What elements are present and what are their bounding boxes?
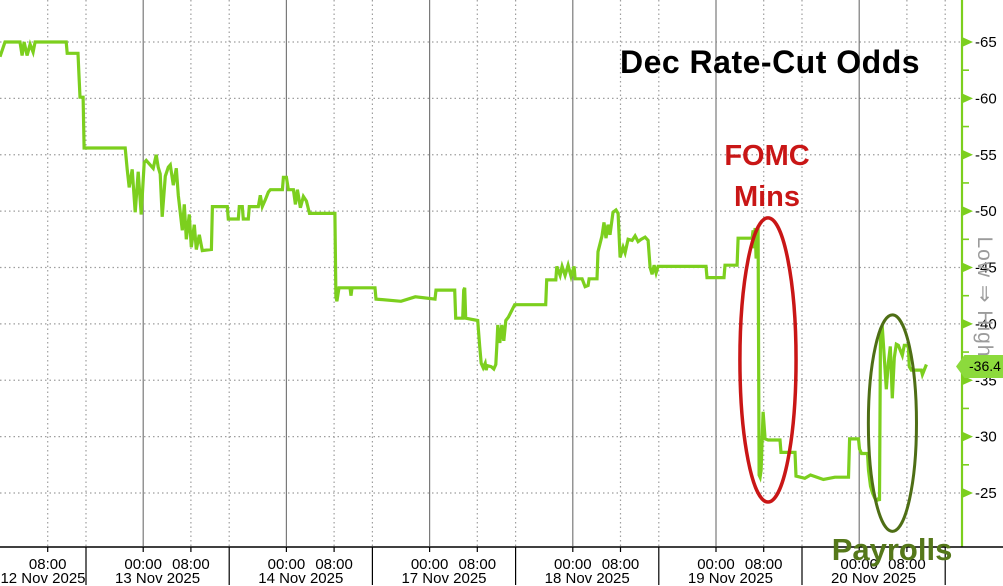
- y-axis-tick-label: -55: [975, 147, 997, 164]
- x-axis-time-label: 08:00: [172, 556, 210, 573]
- y-axis-tick-arrow: [962, 318, 973, 329]
- y-axis-tick-arrow: [962, 37, 973, 47]
- x-axis-time-label: 00:00: [697, 556, 735, 573]
- y-axis-tick-label: -65: [975, 34, 997, 51]
- payrolls-ellipse: [866, 313, 918, 533]
- y-axis-tick-label: -60: [975, 90, 997, 107]
- x-axis-date-label: 18 Nov 2025: [545, 570, 630, 586]
- x-axis-time-label: 00:00: [124, 556, 162, 573]
- x-axis-time-label: 00:00: [411, 556, 449, 573]
- x-axis-time-label: 08:00: [29, 556, 67, 573]
- last-value-badge: -36.4: [956, 355, 1003, 378]
- y-axis-tick-arrow: [962, 93, 973, 104]
- x-axis-time-label: 00:00: [554, 556, 592, 573]
- odds-line-series: [0, 39, 928, 504]
- x-axis-date-label: 20 Nov 2025: [831, 570, 916, 586]
- x-axis-date-label: 14 Nov 2025: [258, 570, 343, 586]
- y-axis-tick-arrow: [962, 149, 973, 160]
- fomc-annotation-line1: FOMC: [724, 140, 810, 172]
- y-axis-tick-label: -40: [975, 316, 997, 333]
- y-axis-tick-arrow: [962, 431, 973, 442]
- x-axis-time-label: 00:00: [268, 556, 306, 573]
- fomc-ellipse: [738, 216, 798, 504]
- y-axis-tick-arrow: [962, 206, 973, 217]
- y-axis-tick-label: -45: [975, 260, 997, 277]
- y-axis-tick-label: -25: [975, 485, 997, 502]
- fomc-annotation-line2: Mins: [733, 181, 801, 213]
- y-axis-tick-arrow: [962, 262, 973, 273]
- y-axis-tick-label: -30: [975, 429, 997, 446]
- chart-title: Dec Rate-Cut Odds: [619, 44, 921, 80]
- x-axis-date-label: 19 Nov 2025: [688, 570, 773, 586]
- payrolls-annotation: Payrolls: [831, 532, 953, 567]
- x-axis-time-label: 08:00: [459, 556, 497, 573]
- x-axis-date-label: 13 Nov 2025: [115, 570, 200, 586]
- x-axis-time-label: 00:00: [840, 556, 878, 573]
- x-axis-time-label: 08:00: [315, 556, 353, 573]
- fomc-mins-annotation: FOMC Mins: [688, 136, 846, 218]
- x-axis-date-label: 12 Nov 2025: [0, 570, 85, 586]
- x-axis-time-label: 08:00: [745, 556, 783, 573]
- x-axis-time-label: 08:00: [888, 556, 926, 573]
- y-axis-tick-arrow: [962, 488, 973, 498]
- y-axis-tick-label: -50: [975, 203, 997, 220]
- x-axis-date-label: 17 Nov 2025: [401, 570, 486, 586]
- x-axis-time-label: 08:00: [602, 556, 640, 573]
